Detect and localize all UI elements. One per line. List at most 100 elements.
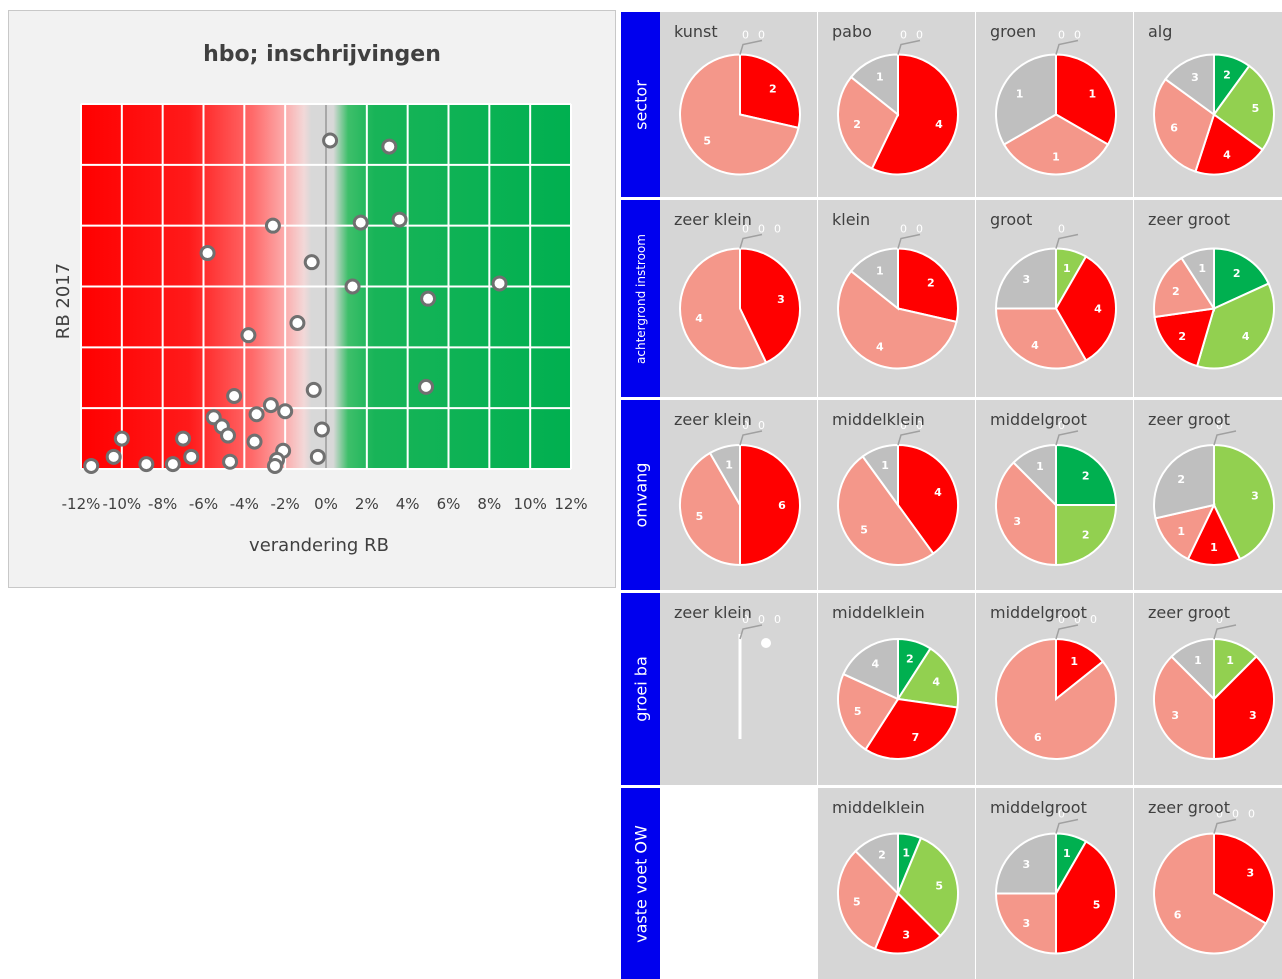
- zero-label-leader: [739, 233, 763, 249]
- pie-chart-grid: 2 5 0 0 kunst 4 2 1 0 0 pabo 1 1 1 0 0 groen 2 5 4 6 3 alg 3 4 0 0…: [660, 12, 1282, 979]
- pie-slice: [849, 53, 899, 117]
- pie-title: zeer groot: [1148, 603, 1230, 622]
- pie-chart: 340 0 0: [679, 223, 801, 370]
- pie-title: zeer klein: [674, 603, 752, 622]
- x-tick-labels: -12% -10% -8% -6% -4% -2% 0% 2% 4% 6% 8% 10% 12%: [62, 495, 588, 513]
- pie-slice: [1194, 112, 1264, 176]
- pie-slice: [1213, 832, 1275, 925]
- pie-slice: [1213, 443, 1275, 561]
- pie-slice-label: 4: [934, 486, 942, 499]
- pie-slice: [679, 247, 768, 370]
- pie-chart: 2 4 2 2 1: [1153, 247, 1275, 370]
- x-tick-label: -8%: [148, 495, 177, 513]
- pie-slice-label: 6: [1170, 121, 1178, 134]
- row-label-text: sector: [631, 79, 650, 130]
- pie-slice: [1186, 502, 1242, 566]
- scatter-point: [138, 456, 155, 473]
- pie-slice-label: 5: [1252, 102, 1260, 115]
- pie-slice-label: 5: [935, 879, 943, 892]
- pie-slice-label: 1: [1210, 541, 1218, 554]
- x-tick-label: -10%: [102, 495, 141, 513]
- scatter-point: [266, 457, 283, 474]
- pie-slice: [1213, 655, 1275, 761]
- scatter-point: [246, 433, 263, 450]
- pie-slice: [994, 307, 1088, 370]
- pie-chart: 2 4 7 5 4: [837, 637, 959, 760]
- scatter-point: [391, 211, 408, 228]
- row-label-groei-ba: groei ba: [621, 593, 660, 785]
- zero-value-label: 0: [758, 613, 765, 626]
- pie-slice-label: 3: [1022, 917, 1030, 930]
- pie-slice: [1153, 655, 1215, 761]
- pie-slice-label: 2: [927, 276, 935, 289]
- pie-slice-label: 3: [1022, 273, 1030, 286]
- pie-slice-label: 4: [876, 340, 884, 353]
- pie-slice-label: 1: [881, 459, 889, 472]
- pie-slice-label: 3: [1247, 867, 1255, 880]
- pie-slice-label: 4: [1031, 339, 1039, 352]
- scatter-points: [83, 132, 508, 474]
- pie-slice: [994, 892, 1057, 955]
- scatter-point: [322, 132, 339, 149]
- zero-label-leader: [739, 430, 763, 446]
- pie-slice-label: 7: [912, 731, 920, 744]
- pie-slice-label: 2: [1082, 469, 1090, 482]
- pie-chart-cell: 3 1 1 2 0 zeer groot: [1134, 400, 1282, 590]
- pie-title: zeer groot: [1148, 410, 1230, 429]
- scatter-point: [309, 448, 326, 465]
- pie-slice: [837, 455, 935, 566]
- pie-slice-label: 2: [906, 653, 914, 666]
- pie-chart-cell: 1 3 3 1 0 zeer groot: [1134, 593, 1282, 785]
- pie-slice: [679, 53, 800, 176]
- scatter-point: [381, 138, 398, 155]
- empty-pie-cell: [660, 788, 817, 979]
- pie-chart-cell: 2 4 7 5 4 middelklein: [818, 593, 975, 785]
- x-tick-label: -4%: [230, 495, 259, 513]
- pie-slice: [1055, 504, 1118, 567]
- zero-label-leader: [1055, 818, 1079, 834]
- pie-chart: 2 5 0 0: [679, 29, 801, 176]
- scatter-point: [164, 456, 181, 473]
- x-tick-label: -2%: [271, 495, 300, 513]
- zero-value-label: 0: [916, 223, 923, 236]
- pie-slice: [708, 443, 741, 509]
- pie-slice-label: 5: [696, 510, 704, 523]
- pie-title: kunst: [674, 22, 718, 41]
- zero-label-leader: [1055, 233, 1079, 249]
- pie-title: alg: [1148, 22, 1173, 41]
- row-label-achtergrond-instroom: achtergrond instroom: [621, 200, 660, 397]
- row-label-text: groei ba: [631, 656, 650, 722]
- zero-value-label: 0: [1074, 29, 1081, 42]
- pie-chart-cell: 2 4 2 2 1 zeer groot: [1134, 200, 1282, 397]
- zero-value-label: 0: [1232, 808, 1239, 821]
- pie-chart-cell: 1 1 1 0 0 groen: [976, 12, 1133, 197]
- pie-slice-label: 3: [1171, 709, 1179, 722]
- zero-value-label: 0: [1074, 613, 1081, 626]
- pie-slice-label: 2: [769, 82, 777, 95]
- zero-label-leader: [897, 430, 921, 446]
- pie-chart: 1 5 3 3 0: [994, 808, 1117, 955]
- scatter-chart-panel: -12% -10% -8% -6% -4% -2% 0% 2% 4% 6% 8% 10% 12% hbo…: [8, 10, 616, 588]
- x-tick-label: 10%: [513, 495, 546, 513]
- zero-value-label: 0: [1058, 29, 1065, 42]
- scatter-point: [222, 453, 239, 470]
- scatter-point: [344, 278, 361, 295]
- scatter-point: [264, 217, 281, 234]
- pie-chart: 4 2 1 0 0: [837, 29, 959, 176]
- pie-slice-label: 2: [1082, 529, 1090, 542]
- pie-slice: [870, 53, 959, 176]
- pie-slice-label: 3: [777, 293, 785, 306]
- scatter-point: [262, 397, 279, 414]
- pie-slice-label: 4: [871, 658, 879, 671]
- pie-slice-label: 1: [1198, 262, 1206, 275]
- x-tick-label: 8%: [477, 495, 501, 513]
- pie-slice: [837, 269, 958, 370]
- pie-slice-label: 1: [1070, 655, 1078, 668]
- pie-chart: 360 0 0: [1153, 808, 1275, 955]
- pie-slice-label: 1: [1226, 654, 1234, 667]
- pie-slice-label: 1: [876, 265, 884, 278]
- x-tick-label: 2%: [355, 495, 379, 513]
- scatter-point: [113, 430, 130, 447]
- zero-value-label: 0: [742, 223, 749, 236]
